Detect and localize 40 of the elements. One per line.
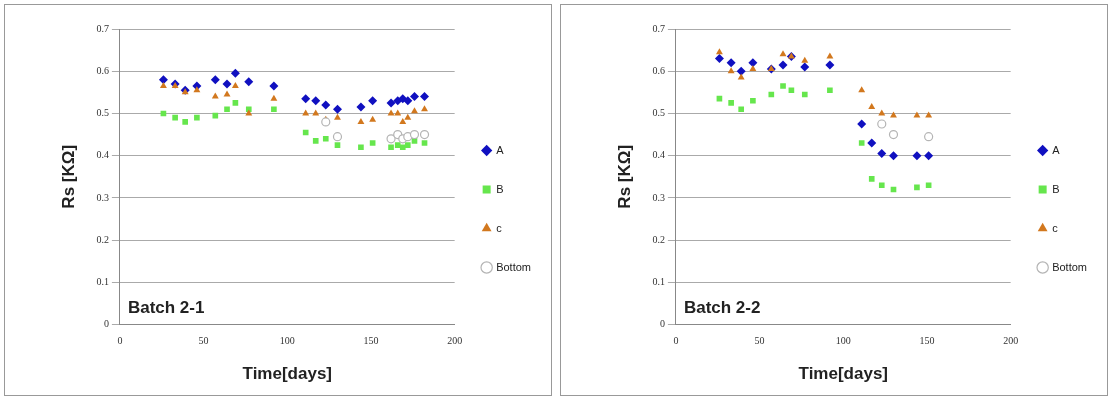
y-tick-label: 0.6 — [96, 64, 109, 76]
y-tick-label: 0.3 — [652, 191, 665, 203]
y-tick-label: 0.7 — [652, 22, 665, 34]
y-tick-label: 0.6 — [652, 64, 665, 76]
x-tick-label: 0 — [117, 335, 123, 347]
legend-label: Bottom — [1052, 260, 1088, 273]
x-tick-label: 150 — [363, 335, 379, 347]
x-axis-title: Time[days] — [242, 364, 332, 384]
y-tick-label: 0.5 — [652, 107, 665, 119]
x-tick-label: 0 — [673, 335, 679, 347]
y-tick-label: 0.4 — [652, 149, 665, 161]
legend-label: A — [496, 143, 505, 156]
legend-label: c — [1052, 221, 1059, 234]
y-tick-label: 0.3 — [96, 191, 109, 203]
y-axis-title: Rs [KΩ] — [614, 144, 634, 209]
x-tick-label: 150 — [919, 335, 935, 347]
y-axis-title: Rs [KΩ] — [58, 144, 78, 209]
annotation: Batch 2-1 — [127, 297, 205, 317]
legend-label: A — [1052, 143, 1061, 156]
x-tick-label: 200 — [447, 335, 463, 347]
y-tick-label: 0 — [659, 318, 665, 330]
x-tick-label: 50 — [754, 335, 765, 347]
legend-label: B — [496, 182, 504, 195]
x-tick-label: 50 — [198, 335, 209, 347]
legend-label: B — [1052, 182, 1060, 195]
y-tick-label: 0.7 — [96, 22, 109, 34]
y-tick-label: 0.1 — [96, 276, 109, 287]
y-tick-label: 0.2 — [652, 233, 665, 245]
x-tick-label: 100 — [835, 335, 851, 347]
y-tick-label: 0 — [103, 318, 109, 330]
x-tick-label: 100 — [279, 335, 295, 347]
y-tick-label: 0.1 — [652, 276, 665, 287]
legend-label: Bottom — [496, 260, 532, 273]
legend-label: c — [496, 221, 503, 234]
annotation: Batch 2-2 — [683, 297, 761, 317]
y-tick-label: 0.4 — [96, 149, 109, 161]
y-tick-label: 0.2 — [96, 233, 109, 245]
x-axis-title: Time[days] — [798, 364, 888, 384]
y-tick-label: 0.5 — [96, 107, 109, 119]
x-tick-label: 200 — [1003, 335, 1019, 347]
